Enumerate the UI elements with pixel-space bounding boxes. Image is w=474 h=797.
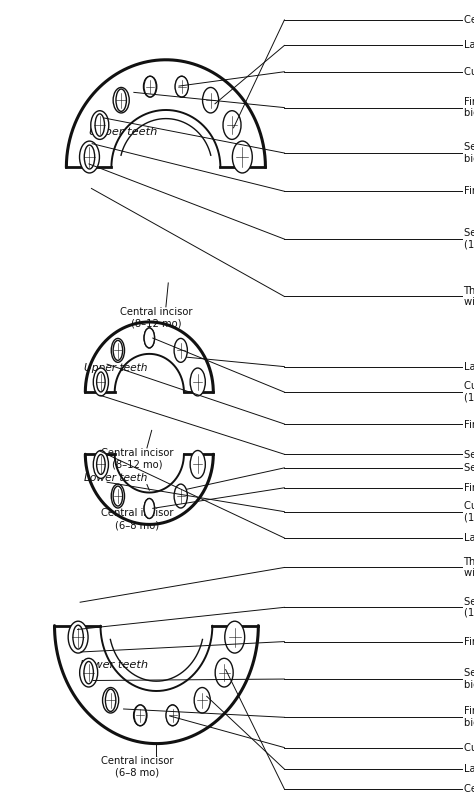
Text: Second molar (24–32 mo): Second molar (24–32 mo) [464,450,474,459]
Ellipse shape [229,625,240,649]
Text: Lateral incisor (12–15 mo): Lateral incisor (12–15 mo) [464,533,474,543]
Ellipse shape [91,111,109,139]
Ellipse shape [193,372,202,392]
Text: Lateral incisor (12–24 mo): Lateral incisor (12–24 mo) [464,362,474,371]
Text: Second molar
(11–13 yr): Second molar (11–13 yr) [464,596,474,618]
Text: Second molar (24–32 mo): Second molar (24–32 mo) [464,463,474,473]
Ellipse shape [194,688,210,713]
Text: Central incisor
(8–12 mo): Central incisor (8–12 mo) [120,307,192,328]
Ellipse shape [225,621,245,653]
Text: First premolar or
bicuspid (9–10 yr): First premolar or bicuspid (9–10 yr) [464,96,474,119]
Text: Central incisor
(6–8 mo): Central incisor (6–8 mo) [101,756,173,777]
Ellipse shape [102,688,118,713]
Ellipse shape [166,705,179,726]
Ellipse shape [93,450,109,478]
Ellipse shape [144,77,157,97]
Ellipse shape [84,662,93,684]
Ellipse shape [113,486,123,506]
Ellipse shape [232,141,252,173]
Ellipse shape [134,705,146,726]
Ellipse shape [116,89,127,112]
Text: Central incisor (7–8 yr): Central incisor (7–8 yr) [464,15,474,25]
Ellipse shape [73,625,83,649]
Ellipse shape [134,705,147,726]
Text: Cuspid or canine (11–12 yr): Cuspid or canine (11–12 yr) [464,67,474,77]
Text: First molar (6–7 yr): First molar (6–7 yr) [464,637,474,646]
Ellipse shape [174,339,187,363]
Text: Cuspid or canine
(16–24 mo): Cuspid or canine (16–24 mo) [464,381,474,403]
Ellipse shape [197,689,208,712]
Text: Upper teeth: Upper teeth [84,363,148,373]
Ellipse shape [113,340,123,360]
Ellipse shape [176,340,185,360]
Ellipse shape [144,77,156,97]
Ellipse shape [190,450,205,478]
Text: Second molar
(12–13 yr): Second molar (12–13 yr) [464,228,474,250]
Ellipse shape [219,662,229,684]
Ellipse shape [68,621,88,653]
Ellipse shape [80,658,98,687]
Ellipse shape [174,484,187,508]
Text: Central incisor
(8–12 mo): Central incisor (8–12 mo) [101,448,173,469]
Text: Upper teeth: Upper teeth [89,127,157,136]
Text: Lateral incisor (8–9 yr): Lateral incisor (8–9 yr) [464,41,474,50]
Ellipse shape [111,339,125,363]
Text: First molar (12–16 mo): First molar (12–16 mo) [464,483,474,493]
Ellipse shape [80,141,100,173]
Text: Lower teeth: Lower teeth [84,473,148,483]
Text: Cuspid or canine
(16–24 mo): Cuspid or canine (16–24 mo) [464,501,474,523]
Text: First molar (12–16 mo): First molar (12–16 mo) [464,419,474,429]
Ellipse shape [113,88,129,113]
Text: Central incisor
(6–8 mo): Central incisor (6–8 mo) [101,508,173,530]
Ellipse shape [227,114,237,136]
Text: Third molar or
wisdom tooth: Third molar or wisdom tooth [464,556,474,579]
Text: Lower teeth: Lower teeth [80,661,148,670]
Ellipse shape [223,111,241,139]
Ellipse shape [166,705,179,726]
Ellipse shape [215,658,233,687]
Ellipse shape [105,689,116,712]
Ellipse shape [95,114,105,136]
Text: Cuspid or canine (9–10 yr): Cuspid or canine (9–10 yr) [464,743,474,752]
Ellipse shape [111,484,125,508]
Text: Central incisor (7–8 yr): Central incisor (7–8 yr) [464,784,474,794]
Ellipse shape [97,372,105,392]
Ellipse shape [175,77,188,97]
Ellipse shape [93,368,109,396]
Ellipse shape [190,368,205,396]
Ellipse shape [144,328,155,347]
Ellipse shape [202,88,219,113]
Text: Third molar or
wisdom tooth: Third molar or wisdom tooth [464,285,474,308]
Ellipse shape [175,77,188,97]
Text: First premolar or
bicuspid (9–10 yr): First premolar or bicuspid (9–10 yr) [464,706,474,728]
Text: First molar (6–7 yr): First molar (6–7 yr) [464,186,474,196]
Ellipse shape [205,89,216,112]
Ellipse shape [144,499,155,518]
Ellipse shape [144,328,155,347]
Ellipse shape [193,454,202,474]
Ellipse shape [144,499,155,518]
Text: Second premolar or
bicuspid (11–12 yr): Second premolar or bicuspid (11–12 yr) [464,668,474,690]
Ellipse shape [176,486,185,506]
Text: Lateral incisor (7–8 yr): Lateral incisor (7–8 yr) [464,764,474,774]
Ellipse shape [237,145,247,169]
Text: Second premolar or
bicuspid (10–12 yr): Second premolar or bicuspid (10–12 yr) [464,142,474,164]
Ellipse shape [97,454,105,474]
Ellipse shape [84,145,95,169]
